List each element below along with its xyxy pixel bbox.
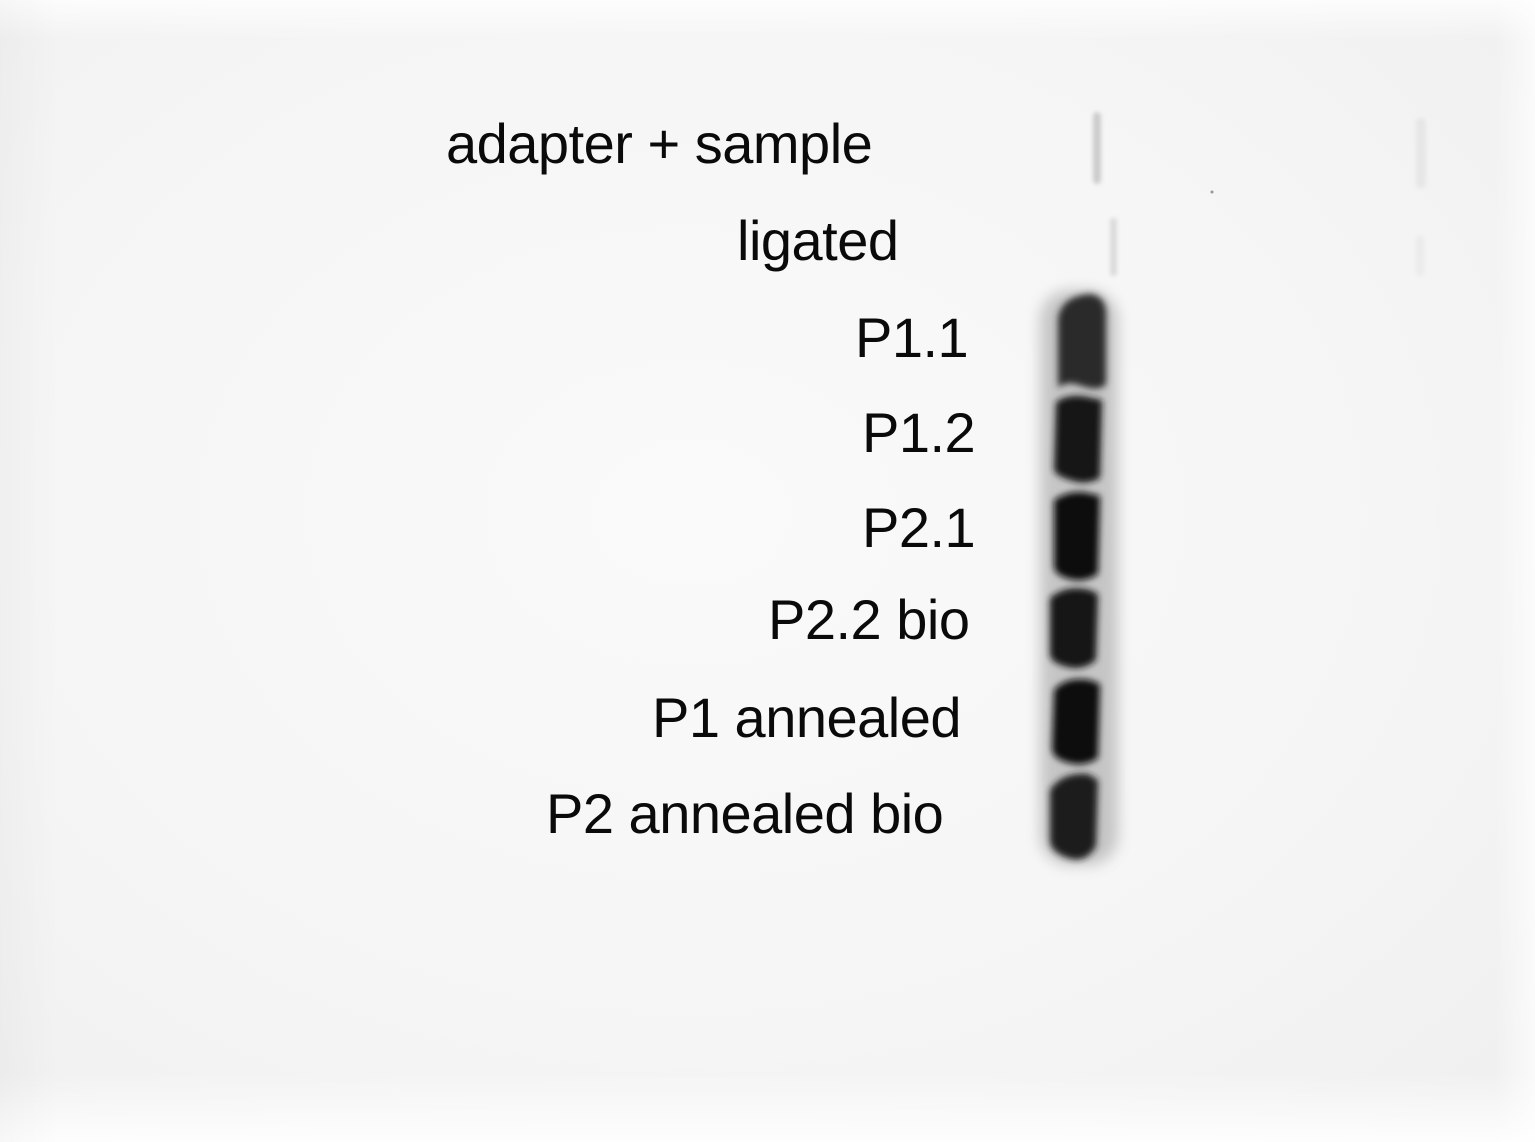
lane-label-adapter-sample: adapter + sample bbox=[446, 112, 873, 175]
lane-label-p1-1: P1.1 bbox=[855, 306, 969, 369]
gel-band-p1-2 bbox=[1054, 395, 1102, 483]
gel-band-p1-annealed bbox=[1052, 679, 1100, 765]
gel-edge-streak-2 bbox=[1416, 236, 1424, 276]
gel-band-p2-annealed-bio bbox=[1050, 773, 1098, 860]
gel-edge-streak bbox=[1416, 118, 1426, 188]
gel-band-p1-1 bbox=[1058, 294, 1107, 389]
lane-label-p2-2-bio: P2.2 bio bbox=[768, 588, 970, 651]
gel-band-faint-2 bbox=[1110, 218, 1117, 276]
gel-band-p2-1 bbox=[1054, 492, 1100, 581]
lane-label-p2-annealed-bio: P2 annealed bio bbox=[546, 782, 944, 845]
gel-band-faint-1 bbox=[1093, 112, 1101, 184]
lane-label-p1-annealed: P1 annealed bbox=[652, 686, 962, 749]
gel-band-p2-2-bio bbox=[1050, 588, 1098, 668]
lane-label-p1-2: P1.2 bbox=[862, 401, 976, 464]
lane-label-p2-1: P2.1 bbox=[862, 496, 976, 559]
lane-label-ligated: ligated bbox=[737, 209, 899, 272]
